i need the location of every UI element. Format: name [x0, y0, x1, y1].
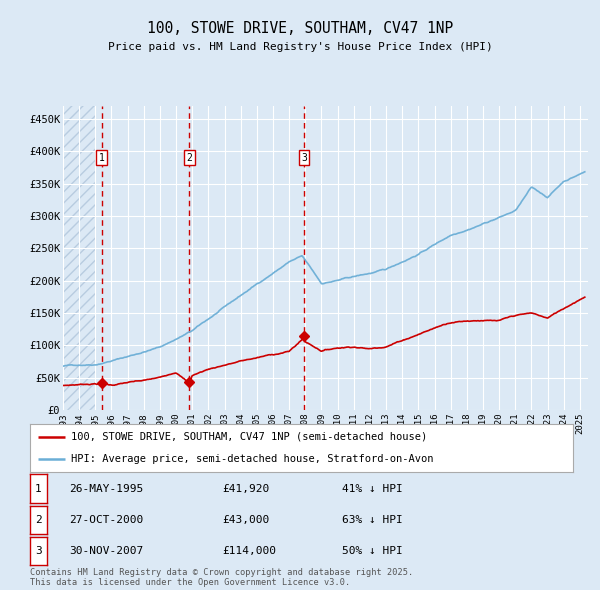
Text: 1: 1: [99, 153, 105, 163]
Text: 100, STOWE DRIVE, SOUTHAM, CV47 1NP: 100, STOWE DRIVE, SOUTHAM, CV47 1NP: [147, 21, 453, 35]
Bar: [63, 106, 95, 410]
Text: 1: 1: [35, 484, 42, 493]
Text: 3: 3: [301, 153, 307, 163]
Text: Contains HM Land Registry data © Crown copyright and database right 2025.
This d: Contains HM Land Registry data © Crown c…: [30, 568, 413, 587]
Text: £114,000: £114,000: [222, 546, 276, 556]
Text: 30-NOV-2007: 30-NOV-2007: [69, 546, 143, 556]
Text: HPI: Average price, semi-detached house, Stratford-on-Avon: HPI: Average price, semi-detached house,…: [71, 454, 433, 464]
Text: 50% ↓ HPI: 50% ↓ HPI: [342, 546, 403, 556]
Text: 41% ↓ HPI: 41% ↓ HPI: [342, 484, 403, 493]
Text: 100, STOWE DRIVE, SOUTHAM, CV47 1NP (semi-detached house): 100, STOWE DRIVE, SOUTHAM, CV47 1NP (sem…: [71, 432, 427, 442]
Text: 63% ↓ HPI: 63% ↓ HPI: [342, 515, 403, 525]
Text: 3: 3: [35, 546, 42, 556]
Text: 26-MAY-1995: 26-MAY-1995: [69, 484, 143, 493]
Text: Price paid vs. HM Land Registry's House Price Index (HPI): Price paid vs. HM Land Registry's House …: [107, 42, 493, 53]
Text: 27-OCT-2000: 27-OCT-2000: [69, 515, 143, 525]
Text: £43,000: £43,000: [222, 515, 269, 525]
Text: £41,920: £41,920: [222, 484, 269, 493]
Text: 2: 2: [187, 153, 192, 163]
Text: 2: 2: [35, 515, 42, 525]
